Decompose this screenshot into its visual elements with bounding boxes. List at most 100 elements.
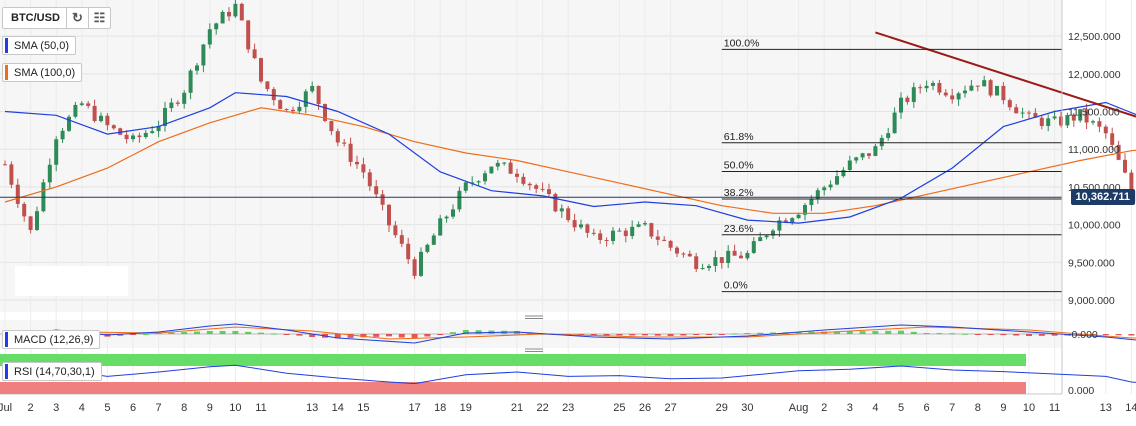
x-tick-label: 14 bbox=[332, 402, 344, 414]
macd-histogram-bar bbox=[872, 331, 879, 334]
candle-body bbox=[815, 190, 820, 199]
x-tick-label: 2 bbox=[821, 402, 827, 414]
sma100-legend[interactable]: SMA (100,0) bbox=[2, 63, 83, 82]
fib-level-label: 23.6% bbox=[724, 223, 754, 235]
candle-body bbox=[540, 188, 545, 190]
candle-body bbox=[521, 176, 526, 184]
refresh-icon[interactable]: ↻ bbox=[65, 8, 88, 28]
candle-body bbox=[796, 214, 801, 219]
candle-body bbox=[438, 218, 443, 236]
candle-body bbox=[937, 82, 942, 93]
rsi-legend[interactable]: RSI (14,70,30,1) bbox=[2, 362, 102, 381]
rsi-overbought-band bbox=[0, 354, 1026, 366]
candle-body bbox=[822, 187, 827, 191]
candle-body bbox=[790, 218, 795, 223]
symbol-label[interactable]: BTC/USD bbox=[11, 12, 60, 24]
candle-body bbox=[297, 106, 302, 112]
candle-body bbox=[687, 253, 692, 257]
sma100-swatch bbox=[5, 65, 8, 80]
pane-resize-handle[interactable] bbox=[525, 315, 543, 319]
x-tick-label: 13 bbox=[306, 402, 318, 414]
macd-histogram-bar bbox=[232, 331, 239, 334]
candle-body bbox=[329, 120, 334, 132]
macd-histogram-bar bbox=[1013, 334, 1020, 336]
candle-body bbox=[598, 233, 603, 240]
candlesticks bbox=[3, 0, 1136, 280]
sma50-line bbox=[4, 92, 1136, 224]
candle-body bbox=[143, 132, 148, 138]
candle-body bbox=[751, 241, 756, 253]
x-tick-label: 13 bbox=[1100, 402, 1112, 414]
candle-body bbox=[726, 250, 731, 264]
macd-histogram-bar bbox=[744, 333, 751, 334]
candle-body bbox=[169, 102, 174, 109]
candle-body bbox=[1046, 118, 1051, 126]
rsi-tick-label: 0.000 bbox=[1068, 385, 1094, 397]
candle-body bbox=[271, 89, 276, 101]
candle-body bbox=[233, 3, 238, 17]
macd-histogram-bar bbox=[987, 334, 994, 335]
candle-body bbox=[188, 70, 193, 93]
macd-histogram-bar bbox=[1038, 334, 1045, 336]
x-tick-label: 8 bbox=[975, 402, 981, 414]
macd-histogram-bar bbox=[706, 334, 712, 335]
symbol-selector[interactable]: BTC/USD ↻ ☷ bbox=[2, 7, 111, 29]
candle-body bbox=[335, 131, 340, 143]
candle-body bbox=[668, 240, 673, 248]
candle-body bbox=[1001, 85, 1006, 101]
candle-body bbox=[988, 80, 993, 96]
macd-signal-line bbox=[4, 326, 1136, 340]
y-tick-label: 11,000.000 bbox=[1068, 144, 1120, 156]
candle-body bbox=[924, 85, 929, 89]
fib-level-label: 61.8% bbox=[724, 131, 754, 143]
candle-body bbox=[764, 235, 769, 238]
candle-body bbox=[732, 250, 737, 256]
rsi-line bbox=[4, 364, 1136, 385]
x-tick-label: 17 bbox=[408, 402, 420, 414]
candle-body bbox=[508, 162, 513, 174]
candle-body bbox=[246, 20, 251, 50]
x-tick-label: 5 bbox=[104, 402, 110, 414]
trendline bbox=[875, 31, 1136, 118]
candle-body bbox=[975, 85, 980, 87]
candle-body bbox=[803, 205, 807, 215]
blank-overlay bbox=[15, 266, 128, 296]
macd-histogram-bar bbox=[373, 334, 380, 337]
candle-body bbox=[1027, 112, 1031, 114]
candle-body bbox=[355, 161, 359, 165]
x-tick-label: 23 bbox=[562, 402, 574, 414]
macd-histogram-bar bbox=[181, 332, 188, 334]
candle-body bbox=[828, 184, 833, 188]
candle-body bbox=[771, 230, 775, 236]
candle-body bbox=[873, 146, 878, 156]
candle-body bbox=[931, 82, 935, 86]
candle-body bbox=[700, 268, 705, 270]
candle-body bbox=[483, 173, 487, 182]
candle-body bbox=[105, 115, 110, 126]
candle-body bbox=[502, 162, 507, 164]
candle-body bbox=[1116, 144, 1121, 160]
candle-body bbox=[361, 164, 366, 173]
x-tick-label: 2 bbox=[28, 402, 34, 414]
macd-histogram-bar bbox=[296, 334, 303, 336]
macd-histogram-bar bbox=[1102, 334, 1109, 335]
macd-histogram-bar bbox=[757, 332, 764, 334]
candle-body bbox=[451, 209, 455, 217]
macd-histogram-bar bbox=[347, 334, 354, 338]
candle-body bbox=[265, 81, 270, 90]
pane-resize-handle[interactable] bbox=[525, 348, 543, 352]
macd-histogram-bar bbox=[885, 330, 892, 334]
sma50-legend[interactable]: SMA (50,0) bbox=[2, 36, 77, 55]
macd-legend[interactable]: MACD (12,26,9) bbox=[2, 330, 101, 349]
macd-histogram-bar bbox=[117, 334, 124, 336]
candle-body bbox=[406, 243, 411, 260]
indicators-icon[interactable]: ☷ bbox=[87, 8, 110, 28]
macd-histogram-bar bbox=[693, 334, 700, 335]
candle-body bbox=[1065, 115, 1070, 126]
current-price-tag: 10,362.711 bbox=[1070, 189, 1135, 205]
candle-body bbox=[611, 230, 615, 241]
macd-histogram-bar bbox=[1115, 334, 1122, 336]
macd-histogram-bar bbox=[949, 333, 956, 335]
x-tick-label: 15 bbox=[357, 402, 369, 414]
